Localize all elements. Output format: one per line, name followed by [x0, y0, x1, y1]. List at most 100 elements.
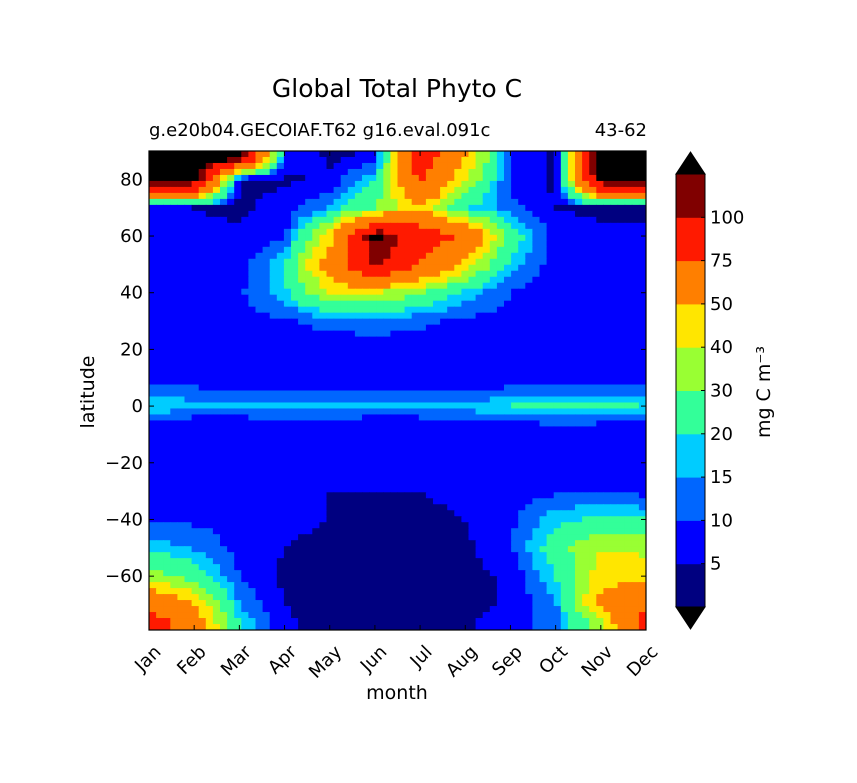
heatmap-cell — [525, 270, 533, 278]
heatmap-cell — [454, 360, 462, 368]
heatmap-cell — [511, 258, 519, 266]
heatmap-cell — [347, 408, 356, 416]
heatmap-cell — [149, 510, 157, 517]
heatmap-cell — [262, 198, 271, 206]
heatmap-cell — [496, 540, 505, 547]
heatmap-cell — [404, 384, 413, 392]
heatmap-cell — [425, 318, 434, 326]
heatmap-cell — [631, 486, 640, 493]
heatmap-cell — [383, 504, 391, 511]
heatmap-cell — [191, 306, 200, 314]
heatmap-cell — [269, 378, 278, 386]
heatmap-cell — [532, 462, 541, 469]
heatmap-cell — [504, 510, 512, 517]
heatmap-cell — [362, 390, 370, 398]
heatmap-cell — [220, 318, 228, 326]
heatmap-cell — [305, 498, 313, 505]
heatmap-cell — [227, 564, 235, 571]
heatmap-cell — [617, 180, 626, 188]
heatmap-cell — [475, 348, 484, 356]
heatmap-cell — [482, 456, 491, 463]
heatmap-cell — [198, 456, 207, 463]
heatmap-cell — [504, 498, 512, 505]
heatmap-cell — [447, 498, 455, 505]
heatmap-cell — [255, 234, 264, 242]
heatmap-cell — [340, 492, 349, 499]
heatmap-cell — [489, 156, 498, 164]
heatmap-cell — [603, 468, 612, 475]
heatmap-cell — [560, 306, 569, 314]
heatmap-cell — [326, 450, 335, 457]
heatmap-cell — [596, 474, 604, 481]
heatmap-cell — [617, 522, 626, 529]
heatmap-cell — [170, 492, 178, 499]
heatmap-cell — [212, 570, 221, 577]
heatmap-cell — [234, 384, 242, 392]
heatmap-cell — [198, 330, 207, 338]
heatmap-cell — [362, 504, 370, 511]
heatmap-cell — [617, 192, 626, 200]
heatmap-cell — [475, 222, 484, 230]
heatmap-cell — [390, 456, 399, 463]
heatmap-cell — [333, 348, 342, 356]
heatmap-cell — [383, 240, 391, 248]
heatmap-cell — [340, 510, 349, 517]
heatmap-cell — [575, 276, 583, 284]
heatmap-cell — [468, 420, 477, 428]
heatmap-cell — [454, 222, 462, 230]
heatmap-cell — [376, 246, 384, 254]
heatmap-cell — [326, 372, 335, 380]
heatmap-cell — [610, 192, 619, 200]
heatmap-cell — [418, 270, 427, 278]
heatmap-cell — [248, 258, 257, 266]
heatmap-cell — [617, 528, 626, 535]
heatmap-cell — [631, 168, 640, 176]
heatmap-cell — [163, 480, 171, 487]
heatmap-cell — [482, 336, 491, 344]
heatmap-cell — [369, 504, 377, 511]
heatmap-cell — [418, 396, 427, 404]
heatmap-cell — [248, 156, 257, 164]
heatmap-cell — [617, 276, 626, 284]
heatmap-cell — [177, 354, 186, 362]
heatmap-cell — [454, 270, 462, 278]
heatmap-cell — [354, 276, 363, 284]
heatmap-cell — [383, 390, 391, 398]
heatmap-cell — [418, 426, 427, 434]
heatmap-cell — [298, 474, 306, 481]
heatmap-cell — [489, 540, 498, 547]
heatmap-cell — [333, 528, 342, 535]
heatmap-cell — [212, 384, 221, 392]
heatmap-cell — [369, 300, 377, 308]
heatmap-cell — [617, 174, 626, 182]
heatmap-cell — [248, 444, 257, 451]
heatmap-cell — [184, 450, 193, 457]
heatmap-cell — [454, 486, 462, 493]
heatmap-cell — [447, 270, 455, 278]
heatmap-cell — [539, 552, 548, 559]
heatmap-cell — [305, 558, 313, 565]
heatmap-cell — [425, 456, 434, 463]
heatmap-cell — [631, 186, 640, 194]
heatmap-cell — [575, 264, 583, 272]
heatmap-cell — [312, 522, 320, 529]
heatmap-cell — [191, 258, 200, 266]
heatmap-cell — [411, 240, 420, 248]
heatmap-cell — [496, 462, 505, 469]
heatmap-cell — [603, 558, 612, 565]
heatmap-cell — [638, 438, 646, 445]
heatmap-cell — [404, 438, 413, 445]
heatmap-cell — [511, 378, 519, 386]
heatmap-cell — [305, 348, 313, 356]
heatmap-cell — [326, 384, 335, 392]
heatmap-cell — [397, 414, 406, 422]
heatmap-cell — [269, 288, 278, 296]
heatmap-cell — [305, 264, 313, 272]
heatmap-cell — [596, 294, 604, 302]
heatmap-cell — [404, 151, 413, 158]
heatmap-cell — [425, 516, 434, 523]
heatmap-cell — [170, 342, 178, 350]
heatmap-cell — [411, 162, 420, 170]
heatmap-cell — [603, 180, 612, 188]
heatmap-cell — [418, 324, 427, 332]
